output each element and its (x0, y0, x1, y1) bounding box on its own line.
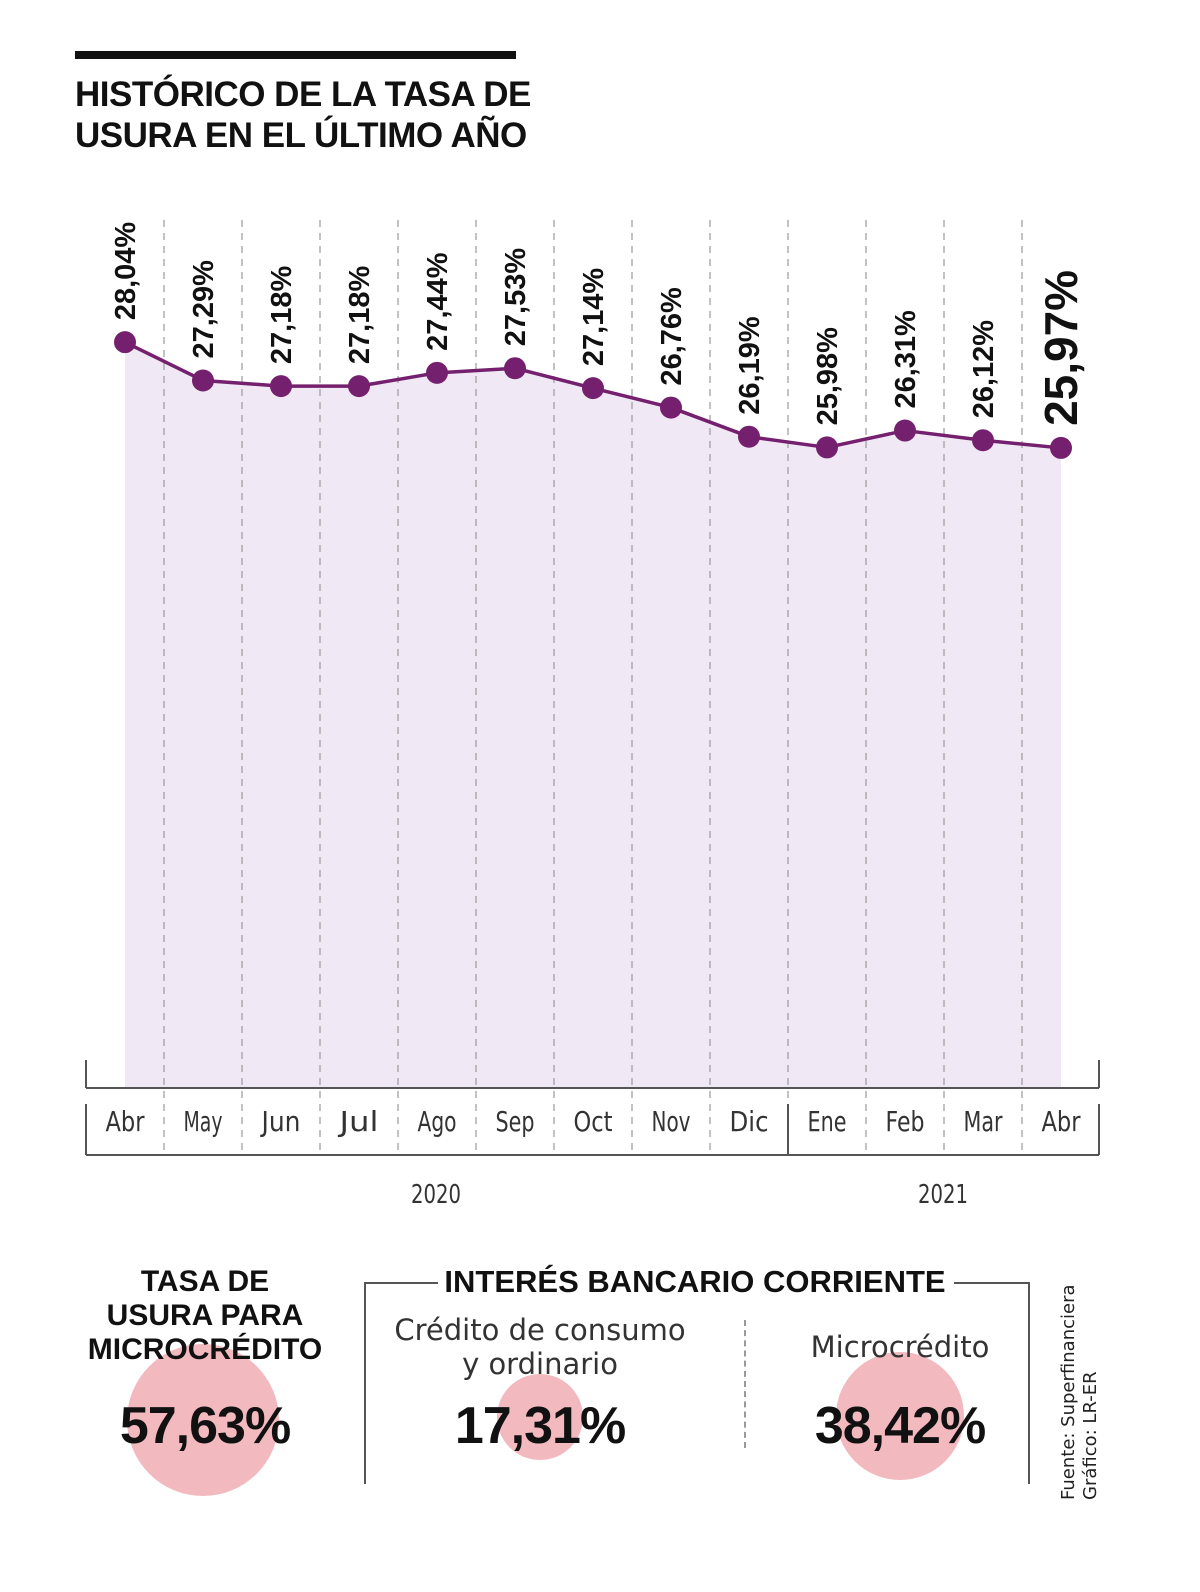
x-tick-label: May (184, 1105, 223, 1138)
microcredito-title-line-2: USURA PARA (106, 1299, 304, 1332)
microcredito-value: 57,63% (119, 1397, 291, 1455)
data-point (894, 419, 916, 442)
microcredito-title-line-1: TASA DE (140, 1265, 270, 1298)
micro-interes-label: Microcrédito (810, 1330, 990, 1364)
year-label: 2021 (918, 1180, 968, 1210)
data-point (660, 396, 682, 419)
data-point (816, 436, 838, 459)
data-label: 27,29% (188, 260, 220, 359)
consumo-label-line-2: y ordinario (462, 1347, 618, 1381)
data-label: 25,98% (812, 327, 844, 426)
line-chart: Abr May Jun Jul Ago Sep Oct Nov Dic Ene Feb Mar Abr 2… (85, 220, 1100, 1210)
data-point (192, 369, 214, 392)
consumo-label-line-1: Crédito de consumo (394, 1313, 686, 1347)
area-fill (125, 342, 1061, 1088)
data-point (738, 425, 760, 448)
data-label: 26,12% (968, 320, 1000, 419)
x-tick-label: Mar (964, 1105, 1003, 1138)
source-note: Fuente: Superfinanciera Gráfico: LR-ER (1058, 1270, 1102, 1501)
data-label: 25,97% (1035, 270, 1087, 426)
microcredito-title-line-3: MICROCRÉDITO (87, 1333, 323, 1366)
data-label: 27,14% (578, 268, 610, 367)
x-tick-label: Sep (496, 1105, 535, 1138)
x-tick-label: Dic (730, 1105, 769, 1138)
micro-interes-circle (836, 1352, 964, 1480)
chart-title: HISTÓRICO DE LA TASA DE USURA EN EL ÚLTI… (75, 75, 531, 155)
x-tick-label: Oct (574, 1105, 613, 1138)
data-point (504, 357, 526, 380)
x-tick-label: Feb (886, 1105, 925, 1138)
x-tick-label: Abr (106, 1105, 145, 1138)
x-tick-label: Ene (808, 1105, 847, 1138)
data-label: 26,19% (734, 316, 766, 415)
consumo-circle (497, 1374, 583, 1460)
data-label: 27,53% (500, 248, 532, 347)
x-tick-label: Nov (652, 1105, 691, 1138)
data-point (114, 331, 136, 354)
x-tick-label: Abr (1042, 1105, 1081, 1138)
x-tick-label: Jun (260, 1105, 301, 1138)
data-point (972, 429, 994, 452)
data-label: 26,31% (890, 310, 922, 409)
interes-divider (744, 1320, 746, 1448)
consumo-label: Crédito de consumo y ordinario (380, 1313, 700, 1381)
data-point (426, 361, 448, 384)
x-tick-label: Jul (337, 1105, 378, 1138)
interes-frame-gap (438, 1272, 954, 1296)
source-line-1: Fuente: Superfinanciera (1058, 1284, 1079, 1501)
data-label: 27,44% (422, 252, 454, 351)
data-point (582, 377, 604, 400)
top-rule (75, 51, 516, 59)
data-label: 26,76% (656, 287, 688, 386)
data-label: 27,18% (266, 266, 298, 365)
data-label: 28,04% (110, 222, 142, 321)
data-point (1050, 436, 1072, 459)
source-line-2: Gráfico: LR-ER (1080, 1371, 1101, 1500)
consumo-value: 17,31% (454, 1397, 626, 1455)
micro-interes-value: 38,42% (814, 1397, 986, 1455)
data-label: 27,18% (344, 266, 376, 365)
interes-title: INTERÉS BANCARIO CORRIENTE (444, 1264, 946, 1299)
data-point (348, 375, 370, 398)
microcredito-title: TASA DE USURA PARA MICROCRÉDITO (60, 1265, 350, 1367)
year-label: 2020 (411, 1180, 461, 1210)
data-point (270, 375, 292, 398)
x-tick-label: Ago (418, 1105, 457, 1138)
microcredito-circle (127, 1344, 279, 1496)
